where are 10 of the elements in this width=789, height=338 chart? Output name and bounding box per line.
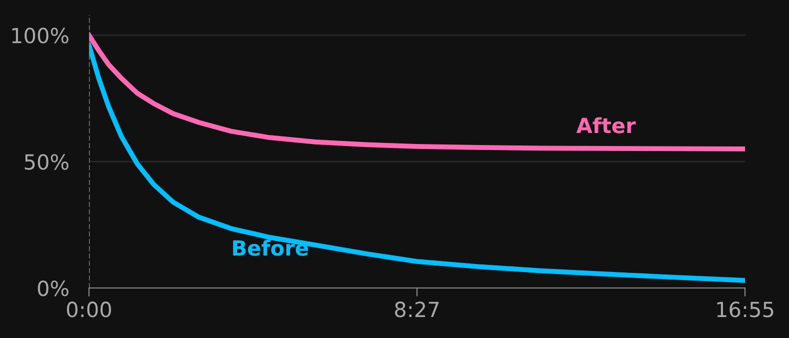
series-label: After bbox=[576, 117, 636, 134]
y-tick-label: 0% bbox=[38, 280, 68, 296]
x-tick-label: 8:27 bbox=[395, 302, 439, 318]
x-tick-label: 16:55 bbox=[717, 302, 774, 318]
y-tick-label: 50% bbox=[24, 154, 68, 170]
x-tick-label: 0:00 bbox=[66, 302, 112, 318]
line-series bbox=[89, 32, 745, 152]
line-series bbox=[89, 42, 745, 283]
y-tick-label: 100% bbox=[12, 28, 68, 44]
series-label: Before bbox=[233, 240, 308, 256]
